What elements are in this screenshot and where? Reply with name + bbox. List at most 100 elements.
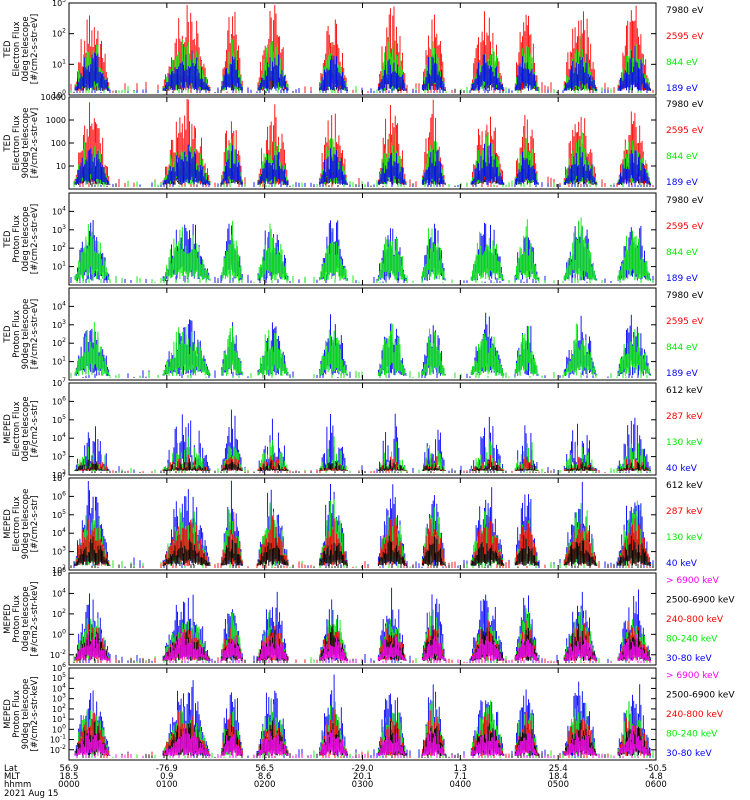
y-tick-label: 100 bbox=[52, 89, 66, 100]
legend-entry: 40 keV bbox=[666, 464, 698, 474]
x-tick-lat: 25.4 bbox=[549, 764, 568, 774]
y-tick-label: 10 bbox=[56, 162, 66, 171]
legend-entry: 287 keV bbox=[666, 507, 703, 517]
y-tick-label: 107 bbox=[52, 472, 66, 483]
y-axis-label: [#/cm2-s-str-keV] bbox=[30, 582, 40, 657]
y-tick-label: 105 bbox=[52, 414, 66, 425]
legend-entry: 844 eV bbox=[666, 58, 699, 68]
y-tick-label: 101 bbox=[52, 713, 66, 724]
y-tick-label: 102 bbox=[52, 469, 66, 480]
y-tick-label: 104 bbox=[52, 682, 66, 693]
y-axis-label: Electron Flux bbox=[12, 21, 22, 76]
series-2595-ev bbox=[70, 5, 654, 93]
y-axis-label: MEPED bbox=[3, 699, 13, 729]
x-tick-hhmm: 0000 bbox=[58, 780, 80, 790]
x-tick-mlt: 18.4 bbox=[549, 772, 568, 782]
y-axis-label: MEPED bbox=[3, 604, 13, 634]
series-189-ev bbox=[74, 46, 651, 93]
x-tick-lat: 1.3 bbox=[454, 764, 468, 774]
x-tick-hhmm: 0500 bbox=[547, 780, 569, 790]
legend-entry: 40 keV bbox=[666, 559, 698, 569]
panel-1: 100 101 102 103 TED Electron Flux 0deg telesco… bbox=[3, 0, 704, 100]
legend-entry: 612 keV bbox=[666, 481, 703, 491]
series-612-kev bbox=[74, 458, 651, 473]
y-axis-label: 0deg telescope bbox=[21, 206, 31, 271]
y-tick-label: 103 bbox=[52, 0, 66, 8]
x-tick-lat: 56.9 bbox=[60, 764, 79, 774]
y-tick-label: 106 bbox=[52, 395, 66, 406]
y-tick-label: 104 bbox=[52, 527, 66, 538]
y-axis-label: TED bbox=[3, 230, 13, 249]
legend-entry: 7980 eV bbox=[666, 196, 704, 206]
y-tick-label: 102 bbox=[52, 28, 66, 39]
x-tick-mlt: 7.1 bbox=[454, 772, 468, 782]
y-axis-label: Proton Flux bbox=[12, 215, 22, 263]
y-tick-label: 101 bbox=[52, 261, 66, 272]
y-axis-label: 0deg telescope bbox=[21, 16, 31, 81]
legend-entry: 7980 eV bbox=[666, 100, 704, 110]
y-axis-label: 90deg telescope bbox=[21, 679, 31, 750]
series-189-ev bbox=[74, 312, 651, 378]
legend-entry: 189 eV bbox=[666, 274, 699, 284]
legend-entry: 2595 eV bbox=[666, 222, 704, 232]
y-axis-label: 90deg telescope bbox=[21, 489, 31, 560]
legend-entry: > 6900 keV bbox=[666, 671, 720, 681]
panel-7: 10-2 100 102 104 106 MEPED Proton Flux 0deg tel… bbox=[3, 567, 735, 666]
legend-entry: 612 keV bbox=[666, 386, 703, 396]
panel-4: 101 102 103 104 TED Proton Flux 90deg telescop… bbox=[3, 287, 704, 381]
legend-entry: 30-80 keV bbox=[666, 749, 712, 759]
y-axis-label: 90deg telescope bbox=[21, 299, 31, 370]
x-tick-lat: 56.5 bbox=[255, 764, 274, 774]
y-tick-label: 100 bbox=[52, 723, 66, 734]
x-tick-mlt: 18.5 bbox=[60, 772, 79, 782]
legend-entry: 2595 eV bbox=[666, 317, 704, 327]
y-axis-label: Proton Flux bbox=[12, 690, 22, 738]
y-axis-label: [#/cm2-s-str] bbox=[30, 401, 40, 458]
y-tick-label: 10000 bbox=[41, 93, 66, 102]
y-axis-label: [#/cm2-s-str-keV] bbox=[30, 677, 40, 752]
x-tick-mlt: 20.1 bbox=[353, 772, 372, 782]
x-tick-lat: -50.5 bbox=[645, 764, 667, 774]
y-axis-label: [#/cm2-s-str-eV] bbox=[30, 108, 40, 178]
x-tick-hhmm: 0400 bbox=[450, 780, 472, 790]
y-axis-label: [#/cm2-s-str-eV] bbox=[30, 14, 40, 84]
y-tick-label: 104 bbox=[52, 205, 66, 216]
series-2595-ev bbox=[74, 99, 654, 187]
legend-entry: 240-800 keV bbox=[666, 615, 724, 625]
y-tick-label: 106 bbox=[52, 490, 66, 501]
legend-entry: 80-240 keV bbox=[666, 635, 718, 645]
series-844-ev bbox=[70, 321, 651, 378]
y-axis-label: MEPED bbox=[3, 414, 13, 444]
x-tick-mlt: 4.8 bbox=[649, 772, 663, 782]
x-row-label: Lat bbox=[4, 764, 18, 774]
x-tick-hhmm: 0200 bbox=[254, 780, 276, 790]
y-tick-label: 104 bbox=[52, 432, 66, 443]
legend-entry: 130 keV bbox=[666, 438, 703, 448]
y-tick-label: 106 bbox=[52, 567, 66, 578]
x-tick-hhmm: 0100 bbox=[156, 780, 178, 790]
x-tick-mlt: 8.6 bbox=[258, 772, 272, 782]
y-tick-label: 1000 bbox=[46, 116, 66, 125]
series-189-ev bbox=[74, 143, 651, 187]
panel-2: 10 100 1000 10000 TED Electron Flux 90deg tele… bbox=[3, 93, 704, 190]
series-612-kev bbox=[70, 535, 654, 568]
legend-entry: 2500-6900 keV bbox=[666, 691, 735, 701]
panel-6: 102 103 104 105 106 107 MEPED Electron Flux 90de… bbox=[3, 472, 703, 575]
x-tick-mlt: 0.9 bbox=[160, 772, 174, 782]
series-40-kev bbox=[73, 480, 654, 568]
legend-entry: 130 keV bbox=[666, 533, 703, 543]
y-tick-label: 101 bbox=[52, 58, 66, 69]
y-axis-label: [#/cm2-s-str-eV] bbox=[30, 204, 40, 274]
y-tick-label: 105 bbox=[52, 672, 66, 683]
y-tick-label: 101 bbox=[52, 356, 66, 367]
y-axis-label: Electron Flux bbox=[12, 115, 22, 170]
legend-entry: 7980 eV bbox=[666, 291, 704, 301]
y-tick-label: 10-1 bbox=[50, 734, 66, 745]
legend-entry: 80-240 keV bbox=[666, 730, 718, 740]
x-tick-lat: -76.9 bbox=[156, 764, 178, 774]
legend-entry: 30-80 keV bbox=[666, 654, 712, 664]
legend-entry: 189 eV bbox=[666, 369, 699, 379]
y-axis-label: Electron Flux bbox=[12, 496, 22, 551]
